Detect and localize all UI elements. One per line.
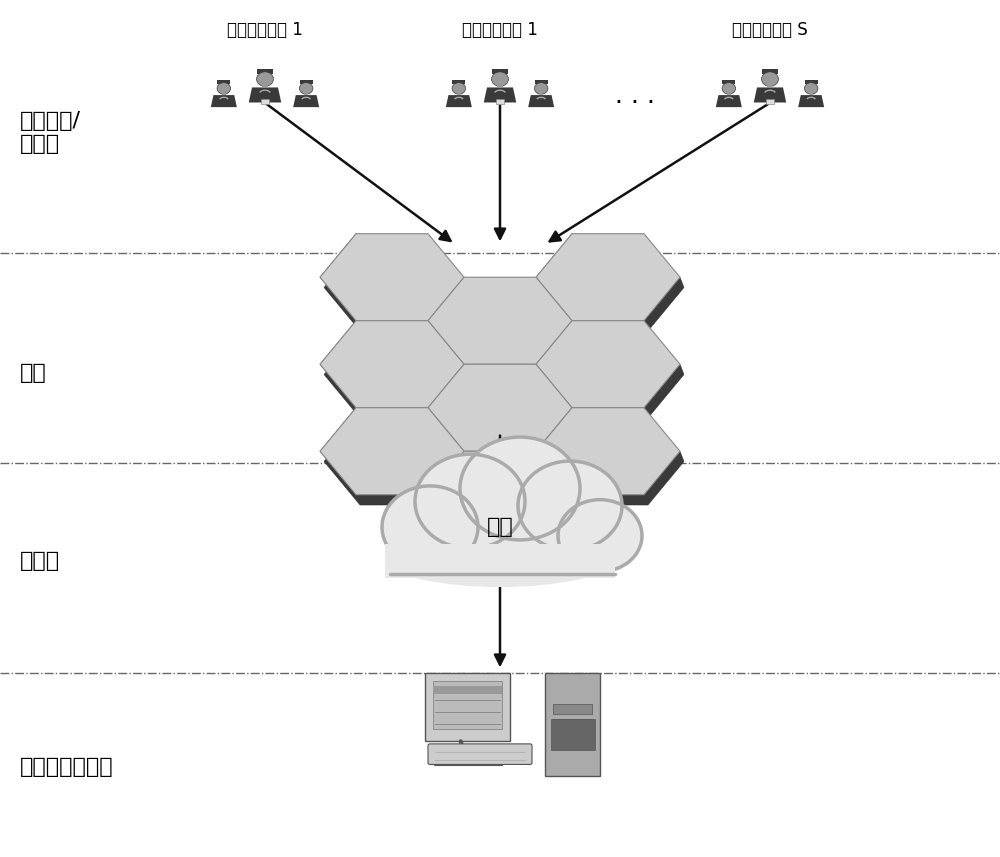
Polygon shape (484, 87, 516, 103)
Circle shape (492, 72, 508, 87)
Polygon shape (536, 408, 680, 494)
FancyBboxPatch shape (809, 92, 813, 95)
Polygon shape (320, 321, 468, 418)
Polygon shape (536, 234, 684, 331)
Polygon shape (446, 95, 472, 107)
Polygon shape (716, 95, 742, 107)
Circle shape (762, 72, 778, 87)
Circle shape (257, 72, 273, 87)
FancyBboxPatch shape (257, 69, 273, 74)
Text: 病历录入设备 S: 病历录入设备 S (732, 21, 808, 39)
Text: 网络端: 网络端 (20, 551, 60, 572)
Circle shape (722, 82, 736, 94)
Circle shape (804, 82, 818, 94)
FancyBboxPatch shape (550, 719, 594, 750)
FancyBboxPatch shape (428, 744, 532, 764)
Polygon shape (536, 321, 684, 418)
Text: 病历录入设备 1: 病历录入设备 1 (462, 21, 538, 39)
Circle shape (382, 486, 478, 568)
FancyBboxPatch shape (535, 81, 548, 84)
Polygon shape (320, 408, 468, 505)
FancyBboxPatch shape (385, 544, 615, 578)
FancyBboxPatch shape (539, 92, 543, 95)
Polygon shape (428, 364, 576, 462)
Polygon shape (428, 277, 572, 364)
Circle shape (299, 82, 313, 94)
FancyBboxPatch shape (434, 755, 502, 765)
Polygon shape (798, 95, 824, 107)
Text: 云端: 云端 (20, 363, 47, 383)
FancyBboxPatch shape (553, 719, 592, 729)
FancyBboxPatch shape (497, 83, 503, 87)
Circle shape (558, 500, 642, 572)
FancyBboxPatch shape (452, 81, 465, 84)
FancyBboxPatch shape (492, 69, 508, 74)
Polygon shape (320, 234, 464, 321)
FancyBboxPatch shape (457, 92, 461, 95)
Polygon shape (428, 452, 576, 548)
Text: 病历录入设备 1: 病历录入设备 1 (227, 21, 303, 39)
Polygon shape (536, 408, 684, 505)
FancyBboxPatch shape (433, 681, 502, 729)
Polygon shape (428, 452, 572, 538)
FancyBboxPatch shape (722, 81, 735, 84)
FancyBboxPatch shape (262, 83, 268, 87)
FancyBboxPatch shape (766, 99, 774, 105)
FancyBboxPatch shape (553, 704, 592, 714)
Text: 科研数据平台端: 科研数据平台端 (20, 757, 114, 777)
FancyBboxPatch shape (805, 81, 818, 84)
FancyBboxPatch shape (545, 673, 600, 776)
Text: . . .: . . . (615, 84, 655, 108)
FancyBboxPatch shape (222, 92, 226, 95)
FancyBboxPatch shape (496, 99, 504, 105)
Ellipse shape (390, 536, 610, 587)
Polygon shape (320, 234, 468, 331)
Text: 网络: 网络 (487, 517, 513, 537)
Circle shape (518, 461, 622, 550)
Polygon shape (249, 87, 281, 103)
FancyBboxPatch shape (300, 81, 313, 84)
Polygon shape (211, 95, 237, 107)
FancyBboxPatch shape (261, 99, 269, 105)
Circle shape (452, 82, 466, 94)
Text: 医疗组端/
医生端: 医疗组端/ 医生端 (20, 111, 81, 154)
Polygon shape (320, 321, 464, 408)
FancyBboxPatch shape (767, 83, 773, 87)
Polygon shape (428, 277, 576, 375)
FancyBboxPatch shape (727, 92, 731, 95)
FancyBboxPatch shape (433, 686, 502, 694)
Polygon shape (528, 95, 554, 107)
Circle shape (534, 82, 548, 94)
Polygon shape (536, 234, 680, 321)
Circle shape (460, 437, 580, 540)
Polygon shape (428, 364, 572, 452)
FancyBboxPatch shape (217, 81, 230, 84)
FancyBboxPatch shape (304, 92, 308, 95)
Polygon shape (536, 321, 680, 408)
Circle shape (217, 82, 231, 94)
Polygon shape (754, 87, 786, 103)
Polygon shape (320, 408, 464, 494)
Polygon shape (293, 95, 319, 107)
FancyBboxPatch shape (425, 673, 510, 741)
FancyBboxPatch shape (762, 69, 778, 74)
Circle shape (415, 454, 525, 548)
